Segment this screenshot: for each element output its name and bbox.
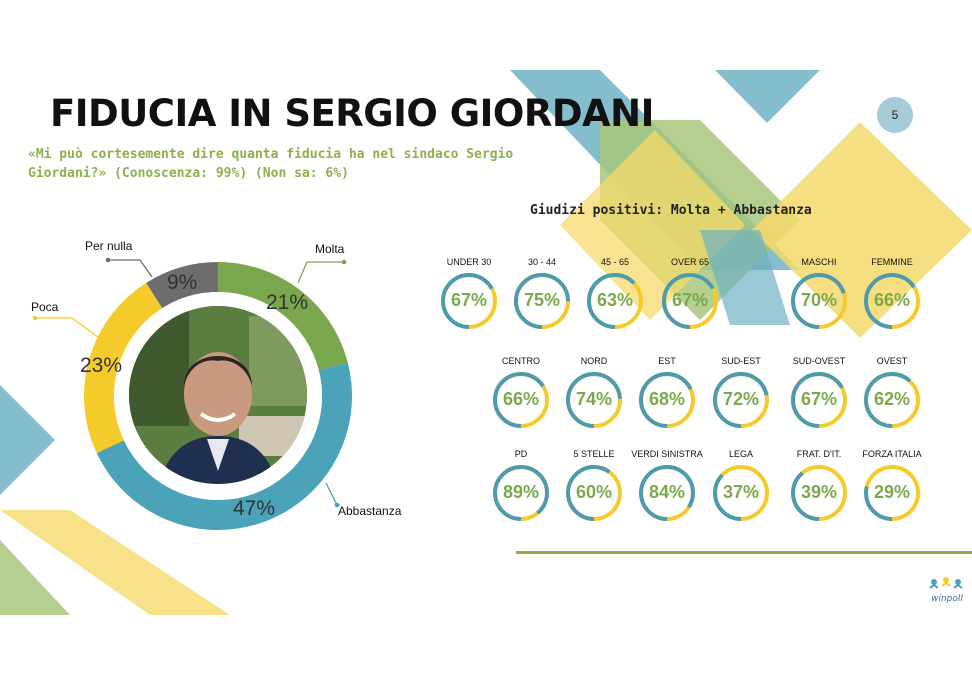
gauge-ring [713,465,769,521]
gauge-value: 29% [873,482,911,502]
gauge-value-arc [493,465,549,521]
divider-line [516,551,972,554]
gauge-ring [566,465,622,521]
gauge-label: SUD-EST [721,356,761,366]
gauge-value: 66% [502,389,540,409]
gauge-ring [713,372,769,428]
gauge-label: FORZA ITALIA [862,449,922,459]
gauge-ring [662,273,718,329]
gauge-value-arc [514,273,570,329]
gauge-label: OVEST [876,356,908,366]
gauge-label: 5 STELLE [573,449,615,459]
gauge-value: 60% [575,482,613,502]
gauge-ring [639,372,695,428]
gauge-value-arc [864,273,920,329]
label-per-nulla: Per nulla [85,239,133,253]
gauge-label: CENTRO [502,356,540,366]
gauge-ring [566,372,622,428]
gauge-label: FRAT. D'IT. [796,449,842,459]
gauge-value: 72% [722,389,760,409]
gauge-label: UNDER 30 [446,257,492,267]
svg-text:winpoll: winpoll [931,594,963,604]
gauge-value: 39% [800,482,838,502]
gauge-label: MASCHI [801,257,837,267]
gauge-value-arc [713,372,769,428]
gauge-label: SUD-OVEST [792,356,846,366]
gauge-value-arc [566,372,622,428]
gauge-value-arc [713,465,769,521]
gauge-value: 75% [523,290,561,310]
gauge-label: 30 - 44 [527,257,557,267]
gauge-value: 37% [722,482,760,502]
gauge-ring [587,273,643,329]
positive-judgement-title: Giudizi positivi: Molta + Abbastanza [530,203,812,218]
winpoll-logo: winpoll [929,577,963,604]
gauge-value-arc [566,465,622,521]
gauge-label: VERDI SINISTRA [631,449,703,459]
gauge-ring [864,372,920,428]
gauge-value-arc [864,465,920,521]
gauge-value: 67% [800,389,838,409]
gauge-value: 62% [873,389,911,409]
gauge-label: NORD [580,356,608,366]
label-poca: Poca [31,300,59,314]
donut-slice-poca [83,282,163,454]
gauge-ring [791,465,847,521]
donut-slice-per-nulla [146,262,218,309]
gauge-value-arc [864,372,920,428]
pct-abbastanza: 47% [233,497,276,520]
gauge-ring [493,372,549,428]
gauge-ring [791,372,847,428]
gauge-value-arc [639,465,695,521]
gauge-value: 66% [873,290,911,310]
gauge-value: 89% [502,482,540,502]
mayor-portrait-photo [129,306,307,484]
gauge-label: 45 - 65 [600,257,630,267]
gauge-ring [791,273,847,329]
leader-poca [35,317,99,338]
gauge-value: 84% [648,482,686,502]
gauge-value-arc [587,273,643,329]
gauge-value: 67% [450,290,488,310]
gauge-value-arc [493,372,549,428]
page-title: FIDUCIA IN SERGIO GIORDANI [50,92,654,135]
gauge-ring [864,273,920,329]
leader-per-nulla [108,259,153,278]
gauge-ring [639,465,695,521]
pct-molta: 21% [266,291,309,314]
pct-per-nulla: 9% [167,271,198,294]
gauge-label: FEMMINE [871,257,913,267]
gauge-value: 68% [648,389,686,409]
label-abbastanza: Abbastanza [338,504,402,518]
gauge-ring [864,465,920,521]
gauge-value-arc [441,273,497,329]
gauge-value: 74% [575,389,613,409]
gauge-value-arc [662,273,718,329]
donut-slice-abbastanza [96,362,352,530]
gauge-ring [514,273,570,329]
gauge-label: PD [514,449,528,459]
gauge-ring [493,465,549,521]
gauge-label: OVER 65 [670,257,710,267]
gauge-value: 67% [671,290,709,310]
gauge-label: EST [658,356,676,366]
pct-poca: 23% [80,354,123,377]
leader-abbastanza [325,482,340,506]
gauge-value-arc [791,273,847,329]
gauge-value-arc [791,465,847,521]
page-number-badge: 5 [877,97,913,133]
gauge-value: 63% [596,290,634,310]
gauge-value-arc [639,372,695,428]
question-subtitle: «Mi può cortesemente dire quanta fiducia… [28,147,514,181]
gauge-value-arc [791,372,847,428]
gauge-label: LEGA [728,449,753,459]
gauge-value: 70% [800,290,838,310]
label-molta: Molta [315,242,345,256]
gauge-ring [441,273,497,329]
donut-slice-molta [218,262,348,371]
leader-molta [297,261,344,284]
